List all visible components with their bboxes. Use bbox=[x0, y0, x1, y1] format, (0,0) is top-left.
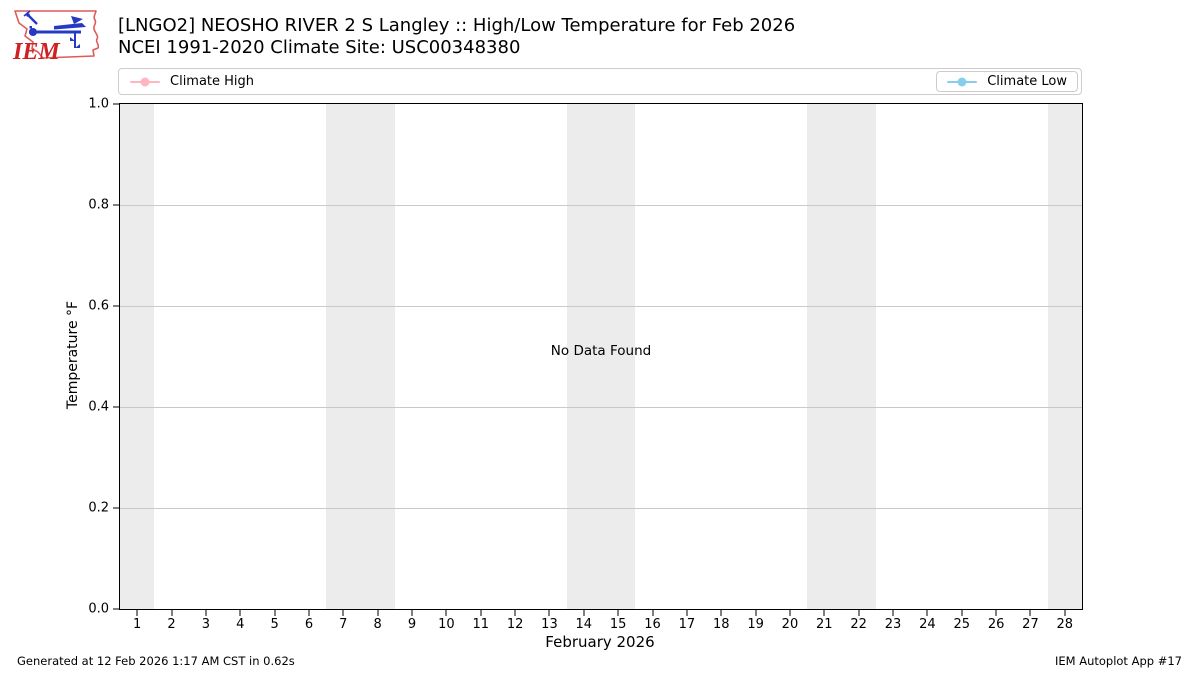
x-tick-label: 12 bbox=[506, 617, 524, 632]
iem-logo-text: IEM bbox=[12, 39, 61, 65]
x-tick-mark bbox=[1064, 610, 1066, 616]
x-tick-mark bbox=[995, 610, 997, 616]
x-tick-mark bbox=[377, 610, 379, 616]
x-tick-mark bbox=[445, 610, 447, 616]
y-gridline bbox=[120, 407, 1082, 408]
x-tick-label: 11 bbox=[472, 617, 490, 632]
x-tick-label: 28 bbox=[1056, 617, 1074, 632]
weekend-band bbox=[566, 104, 636, 609]
x-tick-mark bbox=[239, 610, 241, 616]
x-tick-mark bbox=[411, 610, 413, 616]
x-tick-label: 14 bbox=[575, 617, 593, 632]
x-tick-label: 24 bbox=[919, 617, 936, 632]
y-tick-mark bbox=[113, 507, 119, 509]
x-tick-label: 19 bbox=[747, 617, 764, 632]
iem-logo: IEM bbox=[12, 10, 100, 65]
chart-title: [LNGO2] NEOSHO RIVER 2 S Langley :: High… bbox=[118, 15, 796, 36]
x-tick-label: 13 bbox=[541, 617, 558, 632]
x-tick-label: 17 bbox=[678, 617, 696, 632]
x-tick-mark bbox=[617, 610, 619, 616]
legend-entry-climate-low: Climate Low bbox=[936, 71, 1078, 92]
weekend-band bbox=[326, 104, 395, 609]
x-tick-mark bbox=[274, 610, 276, 616]
x-tick-label: 18 bbox=[712, 617, 730, 632]
x-tick-label: 3 bbox=[201, 617, 211, 632]
x-tick-mark bbox=[961, 610, 963, 616]
x-tick-label: 22 bbox=[850, 617, 867, 632]
x-tick-label: 20 bbox=[781, 617, 799, 632]
x-tick-mark bbox=[858, 610, 860, 616]
climate-low-marker-icon bbox=[947, 76, 978, 87]
x-tick-mark bbox=[652, 610, 654, 616]
x-tick-mark bbox=[926, 610, 928, 616]
y-gridline bbox=[120, 306, 1082, 307]
app-credit: IEM Autoplot App #17 bbox=[1054, 654, 1182, 668]
legend-label-climate-low: Climate Low bbox=[987, 74, 1067, 89]
y-axis-label: Temperature °F bbox=[65, 300, 81, 410]
x-tick-label: 15 bbox=[609, 617, 627, 632]
x-tick-label: 23 bbox=[884, 617, 902, 632]
legend-bar: Climate High Climate Low bbox=[118, 68, 1082, 95]
y-tick-label: 0.6 bbox=[88, 298, 109, 314]
weekend-band bbox=[120, 104, 155, 609]
x-tick-label: 26 bbox=[987, 617, 1005, 632]
climate-high-marker-icon bbox=[130, 76, 160, 87]
x-tick-label: 16 bbox=[644, 617, 661, 632]
y-tick-label: 0.4 bbox=[88, 399, 109, 415]
x-tick-mark bbox=[755, 610, 757, 616]
y-gridline bbox=[120, 205, 1082, 206]
x-tick-mark bbox=[308, 610, 310, 616]
x-tick-mark bbox=[342, 610, 344, 616]
x-tick-label: 10 bbox=[438, 617, 455, 632]
x-tick-label: 27 bbox=[1022, 617, 1039, 632]
x-tick-label: 8 bbox=[373, 617, 382, 632]
chart-title-block: [LNGO2] NEOSHO RIVER 2 S Langley :: High… bbox=[118, 15, 795, 59]
weekend-band bbox=[1047, 104, 1082, 609]
x-tick-mark bbox=[136, 610, 138, 616]
y-tick-mark bbox=[113, 608, 119, 610]
iowa-outline-icon bbox=[14, 10, 100, 59]
x-tick-mark bbox=[514, 610, 516, 616]
x-tick-label: 7 bbox=[339, 617, 348, 632]
y-tick-label: 0.2 bbox=[88, 500, 109, 516]
y-tick-label: 1.0 bbox=[88, 96, 109, 112]
weekend-band bbox=[807, 104, 876, 609]
no-data-message: No Data Found bbox=[550, 343, 652, 360]
y-tick-label: 0.0 bbox=[88, 601, 109, 617]
generated-timestamp: Generated at 12 Feb 2026 1:17 AM CST in … bbox=[17, 654, 295, 668]
plot-area: No Data Found 0.0 0.2 0.4 0.6 0.8 1.0 1 2 3 4 5 6 7 8… bbox=[88, 97, 1083, 632]
x-tick-mark bbox=[789, 610, 791, 616]
x-tick-mark bbox=[892, 610, 894, 616]
x-tick-label: 4 bbox=[236, 617, 245, 632]
x-tick-mark bbox=[1029, 610, 1031, 616]
y-tick-label: 0.8 bbox=[88, 197, 109, 213]
x-tick-mark bbox=[480, 610, 482, 616]
x-tick-label: 21 bbox=[816, 617, 833, 632]
x-tick-mark bbox=[548, 610, 550, 616]
y-gridline bbox=[120, 508, 1082, 509]
y-tick-mark bbox=[113, 406, 119, 408]
x-tick-mark bbox=[686, 610, 688, 616]
y-tick-mark bbox=[113, 103, 119, 105]
x-tick-label: 5 bbox=[270, 617, 279, 632]
x-tick-label: 1 bbox=[133, 617, 142, 632]
legend-label-climate-high: Climate High bbox=[170, 74, 255, 89]
y-tick-mark bbox=[113, 305, 119, 307]
x-tick-mark bbox=[171, 610, 173, 616]
x-axis-label: February 2026 bbox=[545, 633, 655, 651]
x-tick-mark bbox=[823, 610, 825, 616]
chart-subtitle: NCEI 1991-2020 Climate Site: USC00348380 bbox=[118, 37, 521, 58]
y-tick-mark bbox=[113, 204, 119, 206]
x-tick-label: 2 bbox=[167, 617, 176, 632]
weathervane-icon bbox=[23, 10, 86, 48]
x-tick-mark bbox=[205, 610, 207, 616]
x-tick-mark bbox=[720, 610, 722, 616]
legend-entry-climate-high: Climate High bbox=[130, 74, 254, 89]
x-tick-label: 9 bbox=[407, 617, 417, 632]
x-tick-mark bbox=[583, 610, 585, 616]
x-tick-label: 6 bbox=[304, 617, 314, 632]
x-tick-label: 25 bbox=[953, 617, 971, 632]
